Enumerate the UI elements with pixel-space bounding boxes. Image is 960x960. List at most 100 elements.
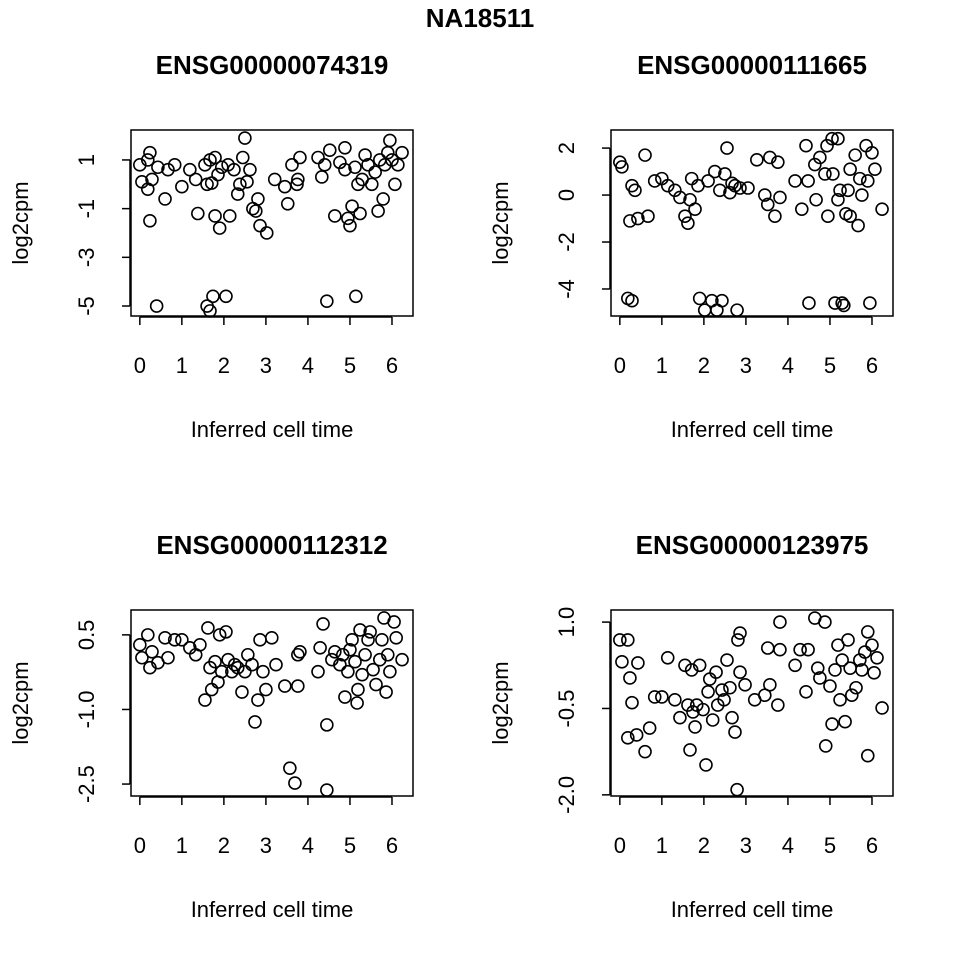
- point: [235, 685, 249, 699]
- point: [875, 701, 889, 715]
- point: [629, 728, 644, 742]
- point: [801, 642, 815, 657]
- x-tick-label: 0: [614, 353, 626, 378]
- point: [145, 644, 159, 659]
- point: [313, 640, 327, 655]
- point: [668, 183, 682, 198]
- point: [741, 181, 755, 195]
- point: [345, 199, 359, 214]
- point: [363, 625, 377, 639]
- point: [341, 211, 355, 226]
- y-tick-label: -2.0: [554, 776, 579, 814]
- point: [375, 633, 389, 647]
- point: [810, 661, 825, 675]
- point: [278, 679, 292, 693]
- point: [338, 690, 352, 704]
- point: [290, 177, 304, 192]
- point: [167, 633, 182, 647]
- point: [841, 633, 855, 647]
- point: [230, 187, 245, 201]
- point: [831, 192, 845, 207]
- point: [361, 158, 375, 172]
- point: [259, 226, 274, 240]
- point: [395, 145, 409, 160]
- x-tick-label: 3: [740, 833, 752, 858]
- point: [183, 162, 197, 177]
- point: [692, 291, 707, 306]
- point: [837, 298, 851, 313]
- point: [361, 633, 375, 647]
- point: [868, 162, 882, 177]
- point: [259, 682, 273, 697]
- x-tick-label: 5: [824, 353, 836, 378]
- point: [835, 653, 849, 667]
- point: [249, 204, 263, 218]
- x-tick-label: 1: [656, 833, 668, 858]
- x-tick-label: 0: [134, 353, 146, 378]
- point: [808, 157, 822, 172]
- y-tick-label: 1: [74, 154, 99, 166]
- x-axis-label: Inferred cell time: [671, 897, 834, 922]
- point: [395, 652, 409, 667]
- point: [238, 131, 252, 145]
- point: [621, 731, 635, 745]
- y-tick-label: 0: [554, 189, 579, 201]
- point: [813, 150, 827, 165]
- y-tick-label: 0.5: [74, 620, 99, 651]
- point: [267, 172, 282, 187]
- point: [376, 192, 390, 206]
- point: [684, 171, 699, 186]
- point: [623, 671, 637, 685]
- point: [158, 631, 172, 645]
- point: [855, 663, 869, 677]
- point: [161, 650, 175, 665]
- point: [686, 705, 700, 719]
- point: [838, 714, 852, 729]
- point: [867, 665, 881, 680]
- point: [219, 289, 233, 304]
- point: [647, 174, 662, 188]
- point: [235, 150, 250, 165]
- point: [793, 642, 807, 657]
- figure-title: NA18511: [426, 3, 534, 33]
- point: [860, 748, 875, 763]
- point: [222, 209, 237, 223]
- point: [625, 293, 639, 308]
- point: [383, 664, 397, 679]
- point: [821, 209, 835, 223]
- point: [820, 138, 834, 153]
- point: [175, 633, 189, 647]
- point: [718, 167, 732, 181]
- y-axis-label: log2cpm: [8, 181, 33, 264]
- point: [336, 647, 350, 662]
- point: [701, 174, 715, 188]
- point: [738, 678, 752, 692]
- point: [291, 172, 305, 187]
- point: [835, 296, 849, 310]
- point: [631, 656, 645, 670]
- point: [851, 218, 865, 233]
- x-tick-label: 3: [260, 353, 272, 378]
- point: [378, 158, 392, 172]
- point: [387, 615, 401, 629]
- point: [678, 658, 692, 673]
- point: [388, 177, 402, 192]
- x-tick-label: 2: [698, 353, 710, 378]
- point: [372, 153, 387, 167]
- point: [681, 216, 695, 231]
- point: [818, 615, 832, 629]
- point: [725, 710, 739, 725]
- point: [143, 145, 157, 160]
- point: [828, 663, 842, 677]
- point: [208, 209, 222, 223]
- point: [631, 211, 645, 226]
- point: [208, 150, 222, 165]
- point: [198, 158, 212, 172]
- x-tick-label: 5: [344, 833, 356, 858]
- y-axis-label: log2cpm: [8, 661, 33, 744]
- point: [788, 658, 802, 673]
- point: [768, 209, 782, 223]
- point: [615, 160, 629, 174]
- x-axis-label: Inferred cell time: [191, 897, 354, 922]
- point: [149, 299, 164, 313]
